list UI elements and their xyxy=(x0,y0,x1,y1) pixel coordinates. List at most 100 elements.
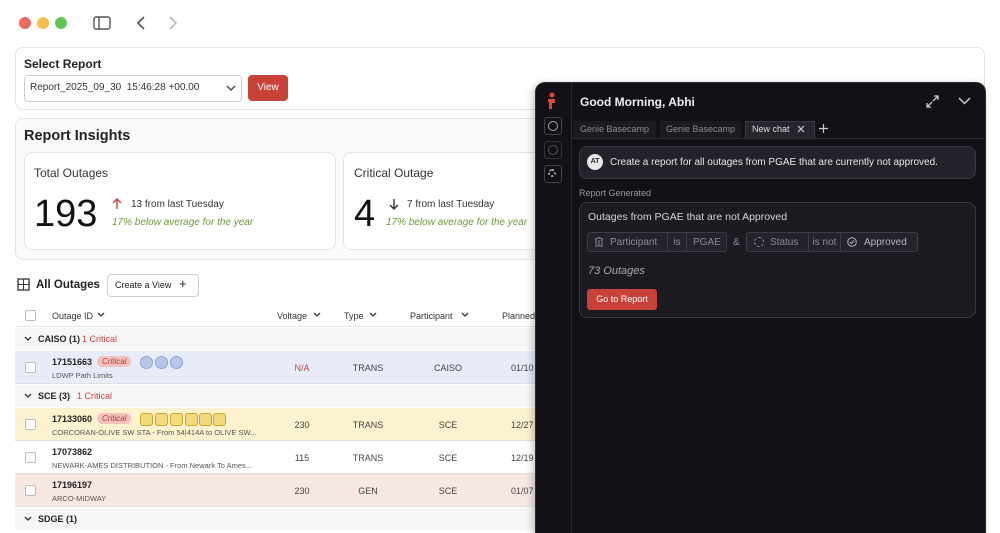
up-arrow xyxy=(112,198,122,209)
grid-icon xyxy=(17,278,30,291)
outage-count: 73 Outages xyxy=(588,265,645,277)
card-note: 17% below average for the year xyxy=(386,217,528,228)
card-change: 13 from last Tuesday xyxy=(131,199,224,210)
insights-title: Report Insights xyxy=(24,128,131,144)
sort-chevron xyxy=(461,312,469,317)
report-title: Outages from PGAE that are not Approved xyxy=(588,211,788,223)
header-rule xyxy=(15,326,615,327)
column-header[interactable]: Outage ID xyxy=(52,311,94,321)
status-icon xyxy=(199,413,212,426)
close-dot[interactable] xyxy=(19,17,31,29)
planned: 01/07 xyxy=(511,486,534,496)
group-row[interactable] xyxy=(15,508,615,530)
participant: SCE xyxy=(438,486,458,496)
tab-close[interactable] xyxy=(797,125,805,133)
participant: SCE xyxy=(438,420,458,430)
filter-value: PGAE xyxy=(686,232,727,252)
type: TRANS xyxy=(352,420,384,430)
planned: 12/27 xyxy=(511,420,534,430)
tab-label: New chat xyxy=(752,124,790,134)
group-row[interactable] xyxy=(15,328,615,350)
status-icon xyxy=(170,413,183,426)
sort-chevron xyxy=(369,312,377,317)
forward-arrow[interactable] xyxy=(167,15,179,31)
settings-icon[interactable] xyxy=(544,165,562,183)
voltage: 230 xyxy=(294,420,310,430)
type: GEN xyxy=(358,486,378,496)
select-all-checkbox[interactable] xyxy=(25,310,36,321)
status-icon xyxy=(140,356,153,369)
tabs-rule xyxy=(572,138,984,139)
filter-joiner: & xyxy=(733,237,740,248)
view-button[interactable]: View xyxy=(248,75,288,101)
row-checkbox[interactable] xyxy=(25,452,36,463)
create-view-button[interactable] xyxy=(107,274,199,297)
outage-id: 17133060 xyxy=(52,414,93,424)
filter-value: Approved xyxy=(840,232,918,252)
group-critical: 1 Critical xyxy=(77,391,113,401)
type: TRANS xyxy=(352,453,384,463)
row-checkbox[interactable] xyxy=(25,419,36,430)
down-arrow xyxy=(389,199,399,210)
card-value: 193 xyxy=(34,193,98,235)
collapse-icon[interactable] xyxy=(958,96,971,106)
new-chat-icon[interactable] xyxy=(544,117,562,135)
sidebar-icon[interactable] xyxy=(93,16,111,30)
icon-glyph xyxy=(548,121,558,131)
chat-tab[interactable]: Genie Basecamp xyxy=(660,121,741,138)
filter-op: is not xyxy=(808,232,841,252)
icon-glyph xyxy=(548,169,556,177)
report-select[interactable] xyxy=(24,75,242,102)
group-name: SCE (3) xyxy=(38,391,71,401)
table-row[interactable] xyxy=(15,474,615,507)
column-header[interactable]: Type xyxy=(344,311,364,321)
group-name: SDGE (1) xyxy=(38,514,78,524)
icon-glyph xyxy=(548,145,558,155)
outage-id: 17073862 xyxy=(52,447,93,457)
expand-icon[interactable] xyxy=(926,95,939,108)
add-tab[interactable] xyxy=(819,124,828,133)
column-header[interactable]: Participant xyxy=(410,311,453,321)
sort-chevron xyxy=(313,312,321,317)
row-checkbox[interactable] xyxy=(25,485,36,496)
group-row[interactable] xyxy=(15,385,615,407)
card-title: Critical Outage xyxy=(354,166,434,180)
row-checkbox[interactable] xyxy=(25,362,36,373)
filter-op: is xyxy=(667,232,687,252)
status-icon xyxy=(140,413,153,426)
select-label: Select Report xyxy=(24,57,102,71)
sort-chevron xyxy=(97,312,105,317)
status-text: Report Generated xyxy=(579,188,652,198)
critical-badge: Critical xyxy=(97,413,132,424)
user-message xyxy=(579,146,976,179)
create-view-label: Create a View xyxy=(115,280,172,290)
go-to-report-button[interactable]: Go to Report xyxy=(587,289,657,310)
minimize-dot[interactable] xyxy=(37,17,49,29)
planned: 12/19 xyxy=(511,453,534,463)
column-header[interactable]: Planned xyxy=(502,311,536,321)
chat-tab[interactable]: Genie Basecamp xyxy=(573,121,656,138)
field-icon xyxy=(754,237,764,247)
status-icon xyxy=(213,413,226,426)
check-icon xyxy=(847,237,857,247)
card-title: Total Outages xyxy=(34,166,109,180)
planned: 01/10 xyxy=(511,363,534,373)
type: TRANS xyxy=(352,363,384,373)
total-card xyxy=(24,152,336,250)
zoom-dot[interactable] xyxy=(55,17,67,29)
logo xyxy=(548,92,555,109)
status-icon xyxy=(185,413,198,426)
group-name: CAISO (1) xyxy=(38,334,81,344)
history-icon[interactable] xyxy=(544,141,562,159)
back-arrow[interactable] xyxy=(135,15,147,31)
table-row[interactable] xyxy=(15,441,615,474)
outages-title: All Outages xyxy=(36,279,100,291)
status-icon xyxy=(155,356,168,369)
outage-id: 17196197 xyxy=(52,480,93,490)
column-header[interactable]: Voltage xyxy=(277,311,308,321)
card-change: 7 from last Tuesday xyxy=(407,199,495,210)
outage-id: 17151663 xyxy=(52,357,93,367)
active-tab[interactable] xyxy=(745,121,815,138)
outage-desc: CORCORAN-OLIVE SW STA - From 54|414A to … xyxy=(52,428,257,437)
